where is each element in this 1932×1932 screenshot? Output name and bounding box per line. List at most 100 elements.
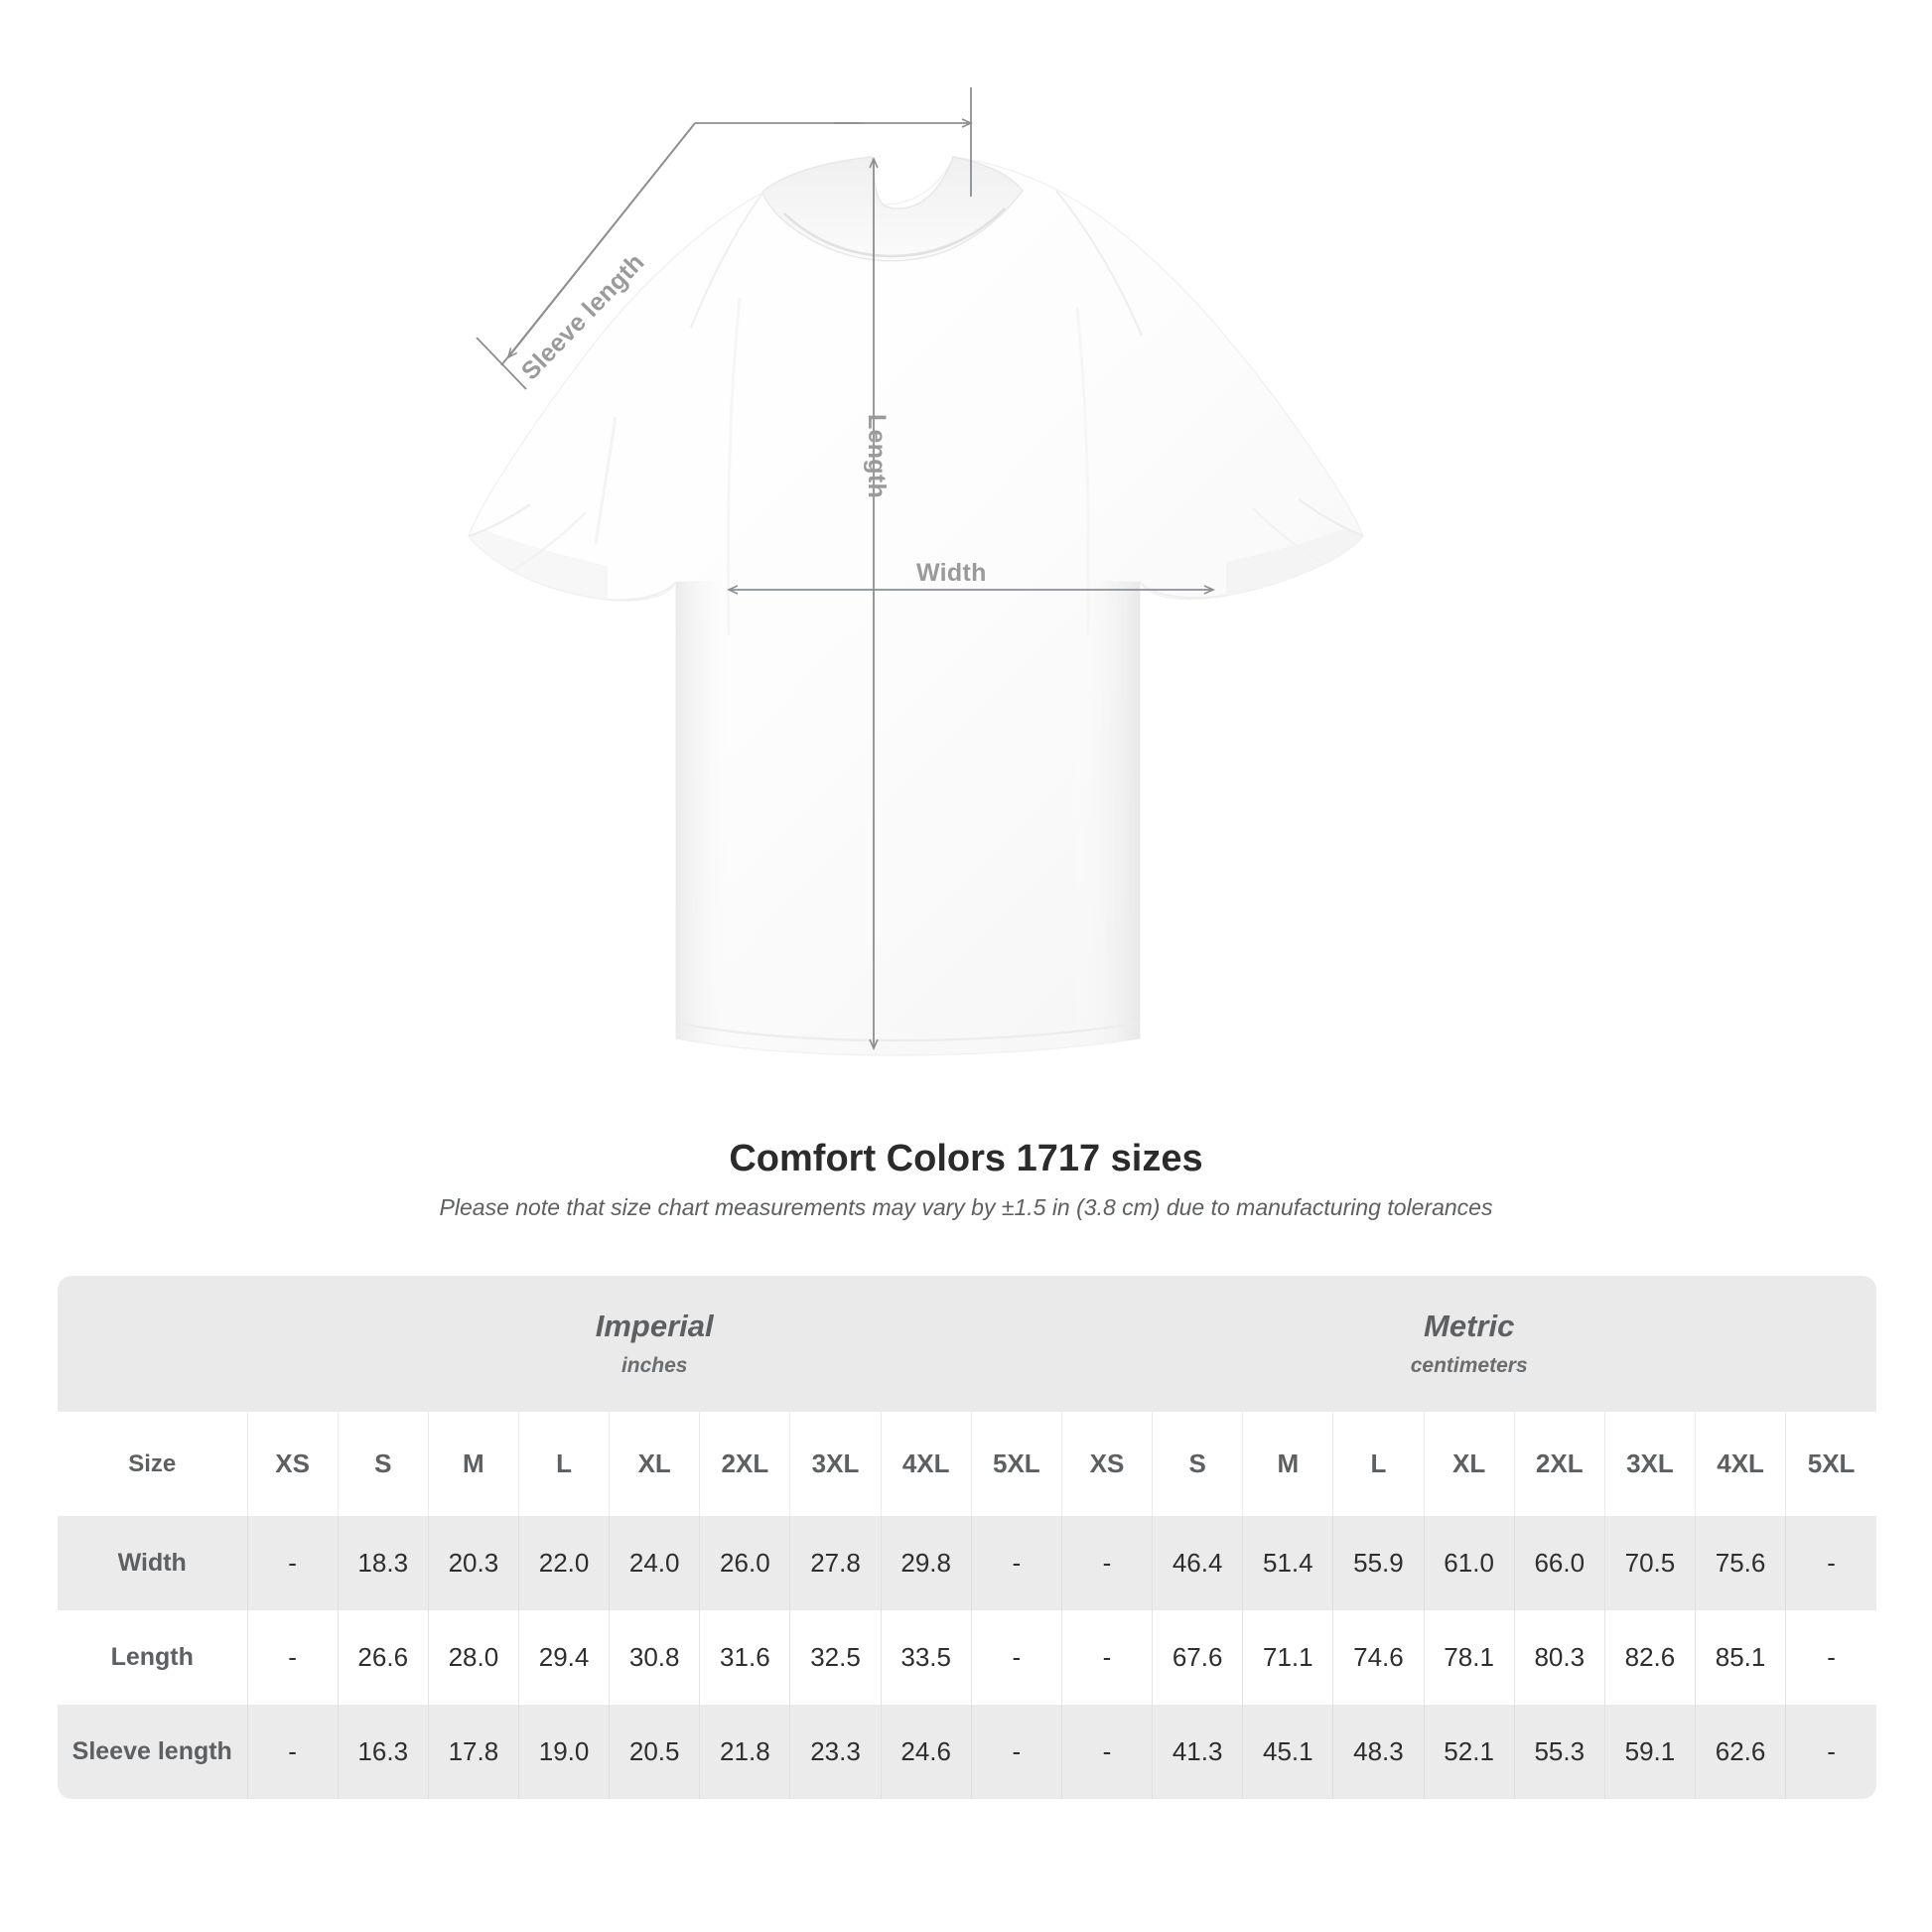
cell-length-imperial-xs: - — [247, 1610, 339, 1706]
column-header-imperial-4xl: 4XL — [881, 1412, 972, 1517]
cell-sleeve-metric-xs: - — [1061, 1705, 1154, 1800]
cell-length-metric-m: 71.1 — [1242, 1610, 1334, 1706]
cell-length-metric-5xl: - — [1785, 1610, 1876, 1706]
tshirt-measurement-diagram: Sleeve length Length Width — [468, 87, 1364, 1056]
column-header-metric-xs: XS — [1061, 1412, 1154, 1517]
unit-name-metric: Metric — [1424, 1309, 1515, 1343]
cell-length-metric-2xl: 80.3 — [1514, 1610, 1605, 1706]
column-header-imperial-xs: XS — [247, 1412, 339, 1517]
size-table-container: Imperial inches Metric centimeters Size … — [58, 1276, 1876, 1800]
cell-length-imperial-xl: 30.8 — [609, 1610, 701, 1706]
column-header-metric-s: S — [1152, 1412, 1244, 1517]
cell-sleeve-imperial-m: 17.8 — [428, 1705, 519, 1800]
cell-width-imperial-s: 18.3 — [338, 1516, 429, 1611]
unit-sub-imperial: inches — [621, 1354, 688, 1378]
column-header-metric-3xl: 3XL — [1604, 1412, 1697, 1517]
column-header-metric-l: L — [1332, 1412, 1425, 1517]
cell-sleeve-imperial-l: 19.0 — [518, 1705, 611, 1800]
cell-sleeve-metric-s: 41.3 — [1152, 1705, 1244, 1800]
cell-width-metric-m: 51.4 — [1242, 1516, 1334, 1611]
cell-sleeve-metric-m: 45.1 — [1242, 1705, 1334, 1800]
cell-width-imperial-5xl: - — [971, 1516, 1062, 1611]
length-label: Length — [863, 413, 892, 499]
column-header-imperial-2xl: 2XL — [699, 1412, 791, 1517]
cell-width-metric-3xl: 70.5 — [1604, 1516, 1697, 1611]
unit-header-imperial: Imperial inches — [247, 1276, 1062, 1413]
column-header-metric-m: M — [1242, 1412, 1334, 1517]
column-header-row: Size XS S M L XL 2XL 3XL 4XL 5XL XS S M … — [58, 1412, 1876, 1517]
cell-width-metric-xs: - — [1061, 1516, 1154, 1611]
cell-width-imperial-m: 20.3 — [428, 1516, 519, 1611]
cell-sleeve-metric-xl: 52.1 — [1424, 1705, 1515, 1800]
cell-width-imperial-l: 22.0 — [518, 1516, 611, 1611]
row-label-sleeve-length: Sleeve length — [58, 1705, 248, 1800]
cell-width-metric-l: 55.9 — [1332, 1516, 1425, 1611]
column-header-metric-2xl: 2XL — [1514, 1412, 1605, 1517]
row-label-width: Width — [58, 1516, 248, 1611]
cell-sleeve-imperial-5xl: - — [971, 1705, 1062, 1800]
table-row: Width - 18.3 20.3 22.0 24.0 26.0 27.8 29… — [58, 1516, 1876, 1611]
page-subtitle: Please note that size chart measurements… — [439, 1194, 1493, 1221]
measurement-lines — [476, 87, 1215, 1050]
cell-sleeve-metric-3xl: 59.1 — [1604, 1705, 1697, 1800]
cell-length-metric-s: 67.6 — [1152, 1610, 1244, 1706]
unit-name-imperial: Imperial — [595, 1309, 714, 1343]
cell-width-metric-2xl: 66.0 — [1514, 1516, 1605, 1611]
cell-sleeve-imperial-4xl: 24.6 — [881, 1705, 972, 1800]
column-header-imperial-xl: XL — [609, 1412, 701, 1517]
cell-length-imperial-m: 28.0 — [428, 1610, 519, 1706]
row-label-length: Length — [58, 1610, 248, 1706]
cell-sleeve-imperial-xs: - — [247, 1705, 339, 1800]
cell-sleeve-metric-4xl: 62.6 — [1695, 1705, 1787, 1800]
cell-width-metric-4xl: 75.6 — [1695, 1516, 1787, 1611]
unit-header-metric: Metric centimeters — [1061, 1276, 1876, 1413]
title-block: Comfort Colors 1717 sizes Please note th… — [0, 1136, 1932, 1223]
cell-length-metric-3xl: 82.6 — [1604, 1610, 1697, 1706]
table-row: Sleeve length - 16.3 17.8 19.0 20.5 21.8… — [58, 1705, 1876, 1800]
cell-length-imperial-s: 26.6 — [338, 1610, 429, 1706]
sleeve-length-end-tick — [476, 337, 527, 390]
cell-width-imperial-4xl: 29.8 — [881, 1516, 972, 1611]
column-header-imperial-3xl: 3XL — [789, 1412, 882, 1517]
unit-header-row: Imperial inches Metric centimeters — [58, 1276, 1876, 1413]
unit-sub-metric: centimeters — [1410, 1354, 1528, 1378]
cell-width-imperial-xs: - — [247, 1516, 339, 1611]
cell-width-metric-xl: 61.0 — [1424, 1516, 1515, 1611]
cell-width-imperial-xl: 24.0 — [609, 1516, 701, 1611]
cell-width-imperial-3xl: 27.8 — [789, 1516, 882, 1611]
cell-length-imperial-4xl: 33.5 — [881, 1610, 972, 1706]
cell-sleeve-metric-2xl: 55.3 — [1514, 1705, 1605, 1800]
cell-sleeve-metric-l: 48.3 — [1332, 1705, 1425, 1800]
column-header-imperial-s: S — [338, 1412, 429, 1517]
size-table: Imperial inches Metric centimeters Size … — [58, 1276, 1876, 1800]
cell-length-imperial-3xl: 32.5 — [789, 1610, 882, 1706]
cell-length-imperial-2xl: 31.6 — [699, 1610, 791, 1706]
column-header-metric-xl: XL — [1424, 1412, 1515, 1517]
cell-sleeve-imperial-xl: 20.5 — [609, 1705, 701, 1800]
column-header-metric-5xl: 5XL — [1785, 1412, 1876, 1517]
width-label: Width — [916, 559, 987, 587]
cell-width-metric-s: 46.4 — [1152, 1516, 1244, 1611]
cell-sleeve-imperial-s: 16.3 — [338, 1705, 429, 1800]
cell-sleeve-metric-5xl: - — [1785, 1705, 1876, 1800]
column-header-metric-4xl: 4XL — [1695, 1412, 1787, 1517]
cell-length-metric-xs: - — [1061, 1610, 1154, 1706]
column-header-imperial-m: M — [428, 1412, 519, 1517]
page-title: Comfort Colors 1717 sizes — [729, 1138, 1203, 1179]
sleeve-length-arrow — [506, 122, 696, 359]
cell-length-imperial-l: 29.4 — [518, 1610, 611, 1706]
unit-header-spacer — [58, 1276, 247, 1413]
cell-length-metric-xl: 78.1 — [1424, 1610, 1515, 1706]
table-row: Length - 26.6 28.0 29.4 30.8 31.6 32.5 3… — [58, 1610, 1876, 1706]
cell-width-imperial-2xl: 26.0 — [699, 1516, 791, 1611]
cell-length-metric-l: 74.6 — [1332, 1610, 1425, 1706]
column-header-imperial-5xl: 5XL — [971, 1412, 1062, 1517]
column-header-size: Size — [58, 1412, 248, 1517]
cell-length-metric-4xl: 85.1 — [1695, 1610, 1787, 1706]
tshirt-illustration — [468, 156, 1364, 1056]
cell-width-metric-5xl: - — [1785, 1516, 1876, 1611]
cell-sleeve-imperial-2xl: 21.8 — [699, 1705, 791, 1800]
column-header-imperial-l: L — [518, 1412, 611, 1517]
cell-sleeve-imperial-3xl: 23.3 — [789, 1705, 882, 1800]
